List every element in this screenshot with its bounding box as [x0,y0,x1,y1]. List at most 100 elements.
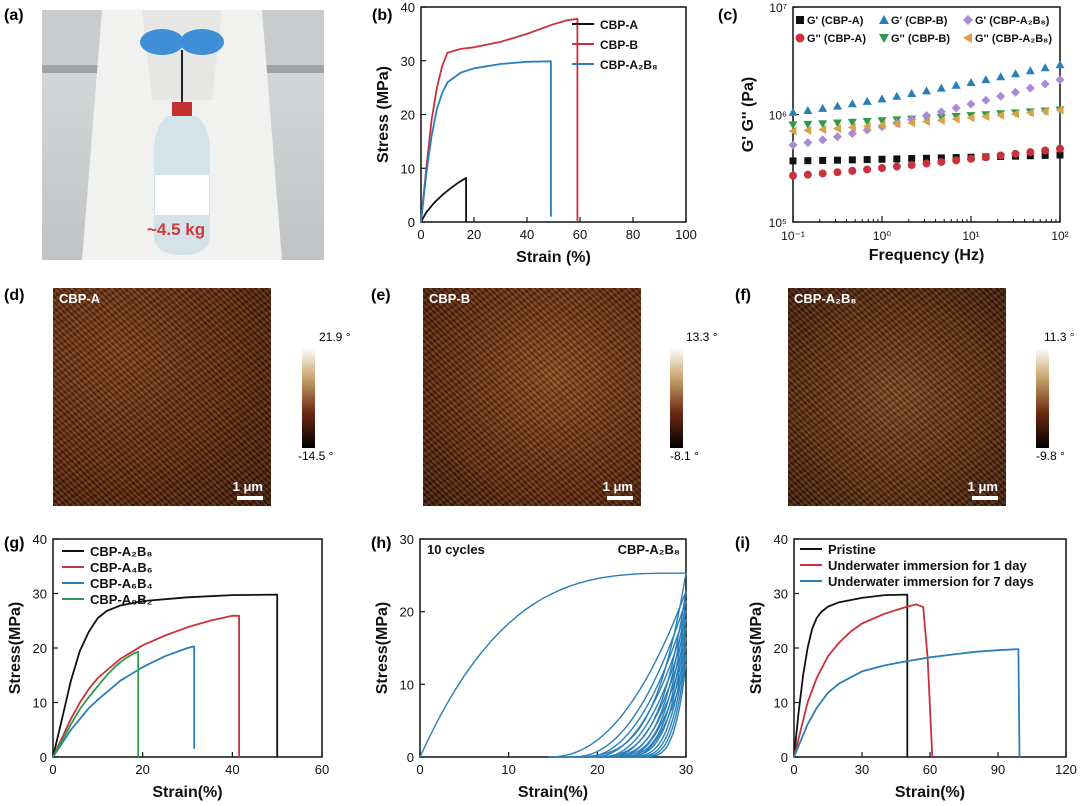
series-line-i [793,648,1021,758]
data-point-c [966,113,975,123]
y-tick-label-h: 10 [400,677,414,692]
legend-label-g: CBP-A₂B₈ [90,544,152,559]
colorbar-max-f: 11.3 ° [1044,330,1075,344]
y-axis-label-h: Stress(MPa) [374,602,391,694]
scale-bar-e [607,496,633,500]
y-tick-label-g: 0 [40,750,47,765]
plot-frame-b [420,6,687,223]
data-point-c [996,72,1006,81]
series-line-i [793,593,909,758]
legend-label-i: Underwater immersion for 7 days [828,574,1034,589]
x-tick-label-h: 10 [501,762,515,777]
y-axis-label-g: Stress(MPa) [7,602,24,694]
y-tick-label-b: 40 [401,0,415,15]
x-tick-label-h: 30 [679,762,693,777]
scale-bar-d [237,496,263,500]
data-point-c [804,157,812,165]
y-tick-label-h: 0 [407,750,414,765]
data-point-c [951,80,961,89]
data-point-c [1011,87,1020,97]
data-point-c [1040,63,1050,72]
data-point-c [788,107,798,116]
legend-marker-c [963,33,972,43]
colorbar-d [302,348,315,448]
data-point-c [863,165,872,174]
legend-label-c: G'' (CBP-A) [807,33,866,45]
data-point-c [878,164,886,173]
data-point-c [981,153,990,162]
x-tick-label-b: 20 [467,227,481,242]
x-axis-label-h: Strain(%) [518,784,588,801]
data-point-c [1011,69,1020,78]
data-point-c [1055,105,1064,115]
legend-label-c: G'' (CBP-B) [891,33,950,45]
data-point-c [818,103,828,112]
data-point-c [789,171,797,180]
cycle-loop-h [419,572,687,758]
scale-text-d: 1 μm [232,479,263,494]
colorbar-min-e: -8.1 ° [670,449,699,463]
panel-label-a: (a) [4,7,24,24]
y-tick-label-c: 10⁶ [769,109,787,123]
data-point-c [1025,66,1035,75]
data-point-c [833,168,842,177]
legend-label-g: CBP-A₆B₄ [90,576,153,591]
data-point-c [847,128,857,138]
y-tick-label-i: 30 [774,587,788,602]
data-point-c [834,156,841,164]
scale-bar-f [972,496,998,500]
data-point-c [803,125,812,135]
y-tick-label-g: 10 [33,696,47,711]
data-point-c [848,156,856,164]
y-tick-label-g: 30 [33,587,47,602]
data-point-c [833,101,842,110]
y-tick-label-i: 20 [774,641,788,656]
series-line-g [52,650,140,758]
afm-label-d: CBP-A [59,291,101,306]
data-point-c [1011,109,1019,119]
colorbar-f [1036,348,1049,448]
data-point-c [862,121,871,131]
y-tick-label-b: 20 [401,108,415,123]
x-tick-label-c: 10⁰ [873,229,891,243]
series-line-g [52,614,240,758]
x-tick-label-h: 20 [590,762,604,777]
panel-label-c: (c) [718,7,738,24]
data-point-c [1026,148,1035,157]
data-point-c [936,107,946,117]
y-tick-label-i: 10 [774,696,788,711]
colorbar-min-f: -9.8 ° [1036,449,1065,463]
photo-panel-a: ~4.5 kg [42,10,324,260]
data-point-c [1041,151,1049,159]
data-point-c [936,83,946,92]
afm-image-cbp-a2b8: CBP-A₂B₈ 1 μm [788,288,1006,506]
data-point-c [951,103,961,113]
data-point-c [981,75,991,84]
data-point-c [847,118,857,127]
colorbar-max-d: 21.9 ° [319,330,351,344]
weight-annotation: ~4.5 kg [147,220,206,239]
data-point-c [1011,149,1020,158]
x-tick-label-i: 90 [991,762,1005,777]
x-axis-label-c: Frequency (Hz) [869,247,985,264]
data-point-c [789,157,797,165]
data-point-c [833,123,841,133]
data-point-c [877,117,887,126]
data-point-c [952,156,961,165]
y-tick-label-b: 30 [401,54,415,69]
data-point-c [922,159,931,168]
cycle-loop-h [608,636,687,758]
x-tick-label-i: 0 [790,762,797,777]
colorbar-max-e: 13.3 ° [686,330,718,344]
legend-label-i: Pristine [828,542,876,557]
data-point-c [862,96,872,105]
x-tick-label-i: 60 [923,762,937,777]
data-point-c [892,119,901,129]
cycle-loop-h [616,645,687,758]
data-point-c [996,110,1005,120]
data-point-c [981,112,990,122]
data-point-c [967,154,975,163]
legend-marker-c [796,16,804,24]
legend-marker-c [879,15,889,24]
x-tick-label-b: 100 [675,227,697,242]
